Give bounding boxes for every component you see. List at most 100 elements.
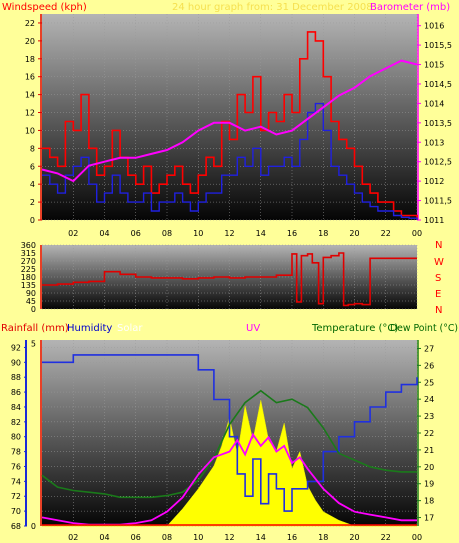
temp-y-tick: 20 <box>424 463 434 472</box>
humidity-y-tick: 82 <box>11 418 21 427</box>
temp-y-tick: 17 <box>424 514 434 523</box>
wind-x-tick: 00 <box>412 229 422 238</box>
wind-y-tick: 16 <box>25 73 35 82</box>
baro-y-tick: 1013,5 <box>424 119 452 128</box>
wx-x-tick: 18 <box>318 533 328 542</box>
wx-x-tick: 04 <box>99 533 109 542</box>
wind-x-tick: 10 <box>193 229 203 238</box>
humidity-y-tick: 68 <box>11 522 21 531</box>
dewpoint-label: Dew Point (°C) <box>390 323 458 334</box>
compass-w: W <box>434 257 444 268</box>
wind-x-tick: 08 <box>162 229 172 238</box>
dir-y-tick: 45 <box>26 297 36 306</box>
temp-y-tick: 19 <box>424 480 434 489</box>
wind-x-tick: 06 <box>131 229 141 238</box>
temp-y-tick: 27 <box>424 344 434 353</box>
wind-y-tick: 12 <box>25 109 35 118</box>
temp-y-tick: 26 <box>424 361 434 370</box>
compass-s: S <box>435 273 441 284</box>
dir-y-tick: 270 <box>21 257 36 266</box>
baro-y-tick: 1011,5 <box>424 197 452 206</box>
wind-average-line <box>42 102 418 220</box>
compass-n-top: N <box>435 240 442 251</box>
wind-speed-line <box>42 31 418 220</box>
humidity-y-tick: 70 <box>11 507 21 516</box>
wind-y-tick: 22 <box>25 19 35 28</box>
wind-y-tick: 4 <box>30 180 35 189</box>
wx-x-tick: 02 <box>68 533 78 542</box>
wind-x-tick: 22 <box>381 229 391 238</box>
dir-y-tick: 225 <box>21 265 36 274</box>
baro-y-tick: 1015 <box>424 61 444 70</box>
humidity-y-tick: 84 <box>11 403 21 412</box>
wx-x-tick: 10 <box>193 533 203 542</box>
wind-y-tick: 8 <box>30 144 35 153</box>
dir-y-tick: 360 <box>21 241 36 250</box>
humidity-y-tick: 74 <box>11 477 21 486</box>
temp-y-tick: 25 <box>424 378 434 387</box>
baro-y-tick: 1015,5 <box>424 41 452 50</box>
dir-y-tick: 135 <box>21 281 36 290</box>
wx-x-tick: 08 <box>162 533 172 542</box>
barometer-label: Barometer (mb) <box>370 2 450 13</box>
baro-y-tick: 1016 <box>424 22 444 31</box>
wx-x-tick: 22 <box>381 533 391 542</box>
wind-x-tick: 20 <box>349 229 359 238</box>
uv-label: UV <box>246 323 260 334</box>
humidity-y-tick: 72 <box>11 492 21 501</box>
humidity-line <box>42 354 418 512</box>
wind-y-tick: 6 <box>30 162 35 171</box>
temperature-label: Temperature (°C) <box>311 323 398 334</box>
temp-y-tick: 18 <box>424 497 434 506</box>
wind-y-tick: 0 <box>30 216 35 225</box>
humidity-y-tick: 86 <box>11 388 21 397</box>
temp-y-tick: 24 <box>424 395 434 404</box>
wind-x-tick: 18 <box>318 229 328 238</box>
compass-n-bottom: N <box>435 305 442 316</box>
humidity-y-tick: 88 <box>11 373 21 382</box>
humidity-label: Humidity <box>67 323 112 334</box>
solar-label: Solar <box>117 323 143 334</box>
humidity-y-tick: 90 <box>11 358 21 367</box>
dir-y-tick: 0 <box>31 305 36 314</box>
rain-y-tick: 5 <box>31 340 36 349</box>
wx-x-tick: 14 <box>256 533 266 542</box>
compass-e: E <box>435 289 441 300</box>
wind-x-tick: 12 <box>224 229 234 238</box>
wind-y-tick: 20 <box>25 37 35 46</box>
rainfall-label: Rainfall (mm) <box>1 323 69 334</box>
baro-y-tick: 1014,5 <box>424 80 452 89</box>
baro-y-tick: 1013 <box>424 138 444 147</box>
temp-y-tick: 21 <box>424 446 434 455</box>
temp-y-tick: 23 <box>424 412 434 421</box>
baro-y-tick: 1011 <box>424 216 444 225</box>
rain-y-tick: 0 <box>31 522 36 531</box>
wind-x-tick: 02 <box>68 229 78 238</box>
dir-y-tick: 180 <box>21 273 36 282</box>
compass-labels: N W S E N <box>434 240 444 316</box>
dir-y-tick: 90 <box>26 289 36 298</box>
wx-x-tick: 06 <box>131 533 141 542</box>
wind-y-tick: 10 <box>25 126 35 135</box>
temperature-line <box>41 389 417 499</box>
solar-area <box>42 400 417 527</box>
wind-y-tick: 14 <box>25 91 35 100</box>
wx-x-tick: 12 <box>224 533 234 542</box>
wind-direction-line <box>42 252 417 307</box>
wind-x-tick: 04 <box>99 229 109 238</box>
dir-y-tick: 315 <box>21 249 36 258</box>
humidity-y-tick: 92 <box>11 343 21 352</box>
wx-x-tick: 20 <box>349 533 359 542</box>
baro-y-tick: 1012,5 <box>424 158 452 167</box>
windspeed-label: Windspeed (kph) <box>2 2 87 13</box>
humidity-y-tick: 76 <box>11 462 21 471</box>
wind-y-tick: 18 <box>25 55 35 64</box>
graph-title: 24 hour graph from: 31 December 2008 <box>172 2 373 13</box>
humidity-y-tick: 78 <box>11 448 21 457</box>
wx-x-tick: 00 <box>412 533 422 542</box>
humidity-y-tick: 80 <box>11 433 21 442</box>
barometer-line <box>41 59 418 183</box>
baro-y-tick: 1012 <box>424 177 444 186</box>
wind-x-tick: 16 <box>287 229 297 238</box>
